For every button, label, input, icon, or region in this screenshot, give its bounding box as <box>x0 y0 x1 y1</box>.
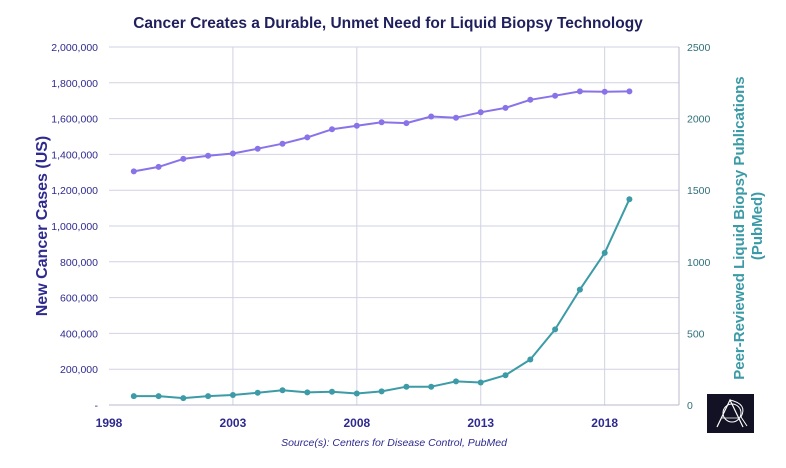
data-point <box>205 393 212 400</box>
data-point <box>527 356 534 363</box>
left-tick-label: 2,000,000 <box>51 42 98 54</box>
data-point <box>229 150 236 157</box>
data-point <box>304 134 311 141</box>
series-line <box>133 90 630 173</box>
left-tick-label: 1,000,000 <box>51 221 98 233</box>
data-point <box>353 122 360 129</box>
series-1 <box>130 196 633 402</box>
data-point <box>453 114 459 121</box>
left-axis-label: New Cancer Cases (US) <box>34 136 51 317</box>
logo-mark-icon <box>716 398 748 428</box>
right-tick-label: 2500 <box>687 42 711 54</box>
data-point <box>378 388 385 395</box>
data-point <box>502 104 509 111</box>
data-point <box>180 155 187 162</box>
data-point <box>601 249 608 256</box>
source-note: Source(s): Centers for Disease Control, … <box>281 437 508 449</box>
data-point <box>428 113 435 120</box>
left-tick-label: 600,000 <box>60 293 98 305</box>
data-point <box>130 168 137 175</box>
data-point <box>576 88 583 95</box>
data-point <box>155 163 162 170</box>
x-tick-label: 1998 <box>96 416 123 430</box>
left-tick-label: - <box>95 400 99 412</box>
right-tick-label: 2000 <box>687 114 711 126</box>
data-point <box>477 379 484 386</box>
left-tick-label: 400,000 <box>60 328 98 340</box>
data-point <box>254 389 261 396</box>
x-tick-label: 2008 <box>343 416 370 430</box>
data-point <box>576 286 583 293</box>
right-axis-label: Peer-Reviewed Liquid Biopsy Publications… <box>731 72 766 380</box>
left-axis-ticks: - 200,000 400,000 600,000 800,000 1,000,000 1,… <box>51 42 98 412</box>
data-point <box>155 393 162 400</box>
chart-title: Cancer Creates a Durable, Unmet Need for… <box>133 15 643 32</box>
data-point <box>180 395 187 402</box>
right-tick-label: 500 <box>687 328 705 340</box>
data-point <box>477 109 484 116</box>
series-0 <box>130 88 633 175</box>
right-axis-label-line-2: (PubMed) <box>749 192 766 260</box>
left-tick-label: 1,600,000 <box>51 114 98 126</box>
data-point <box>428 383 435 390</box>
left-tick-label: 1,200,000 <box>51 185 98 197</box>
right-axis-ticks: 0 500 1000 1500 2000 2500 <box>687 42 711 412</box>
data-point <box>502 372 509 379</box>
data-point <box>229 392 236 398</box>
data-point <box>453 378 459 385</box>
right-tick-label: 1000 <box>687 257 711 269</box>
data-point <box>279 387 286 394</box>
x-tick-label: 2003 <box>220 416 247 430</box>
data-point <box>279 140 286 147</box>
right-tick-label: 0 <box>687 400 693 412</box>
data-point <box>626 196 633 203</box>
data-point <box>353 390 360 397</box>
data-point <box>527 96 534 103</box>
data-point <box>552 326 559 333</box>
x-tick-label: 2018 <box>591 416 618 430</box>
gridlines <box>109 46 679 405</box>
data-point <box>626 88 633 95</box>
data-point <box>329 388 335 395</box>
left-tick-label: 800,000 <box>60 257 98 269</box>
left-tick-label: 1,400,000 <box>51 149 98 161</box>
x-tick-label: 2013 <box>467 416 494 430</box>
series-line <box>133 198 631 400</box>
data-point <box>403 120 410 127</box>
right-tick-label: 1500 <box>687 185 711 197</box>
right-axis-label-line-1: Peer-Reviewed Liquid Biopsy Publications <box>731 76 748 379</box>
data-point <box>601 88 608 95</box>
x-axis-ticks: 1998 2003 2008 2013 2018 <box>96 416 619 430</box>
data-point <box>304 389 311 396</box>
data-point <box>130 393 137 400</box>
data-point <box>329 126 335 133</box>
series-layer <box>130 88 633 402</box>
data-point <box>403 383 410 390</box>
data-point <box>254 145 261 152</box>
data-point <box>378 119 385 126</box>
logo <box>707 394 754 433</box>
left-tick-label: 200,000 <box>60 364 98 376</box>
data-point <box>205 152 212 159</box>
data-point <box>552 92 559 99</box>
left-tick-label: 1,800,000 <box>51 78 98 90</box>
